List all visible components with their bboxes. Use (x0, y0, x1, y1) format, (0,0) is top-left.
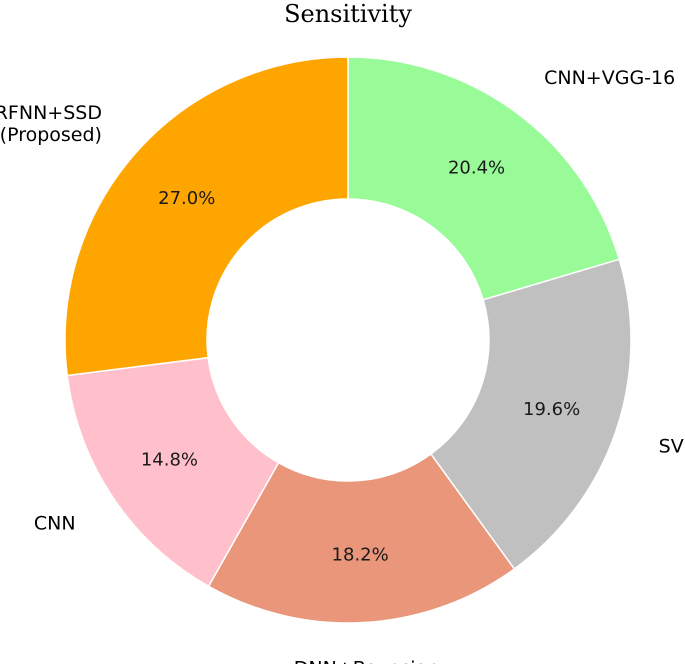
slice-cnn-vgg-16 (347, 56, 621, 301)
slice-dnn-bayesian (207, 453, 516, 624)
pct-label-svm: 19.6% (523, 399, 580, 420)
pct-label-rfnn-ssd-proposed: 27.0% (158, 188, 215, 209)
category-label-dnn-bayesian: DNN+Bayesian (294, 657, 439, 664)
chart-title: Sensitivity (284, 0, 412, 28)
category-label-svm: SVM (659, 435, 685, 457)
pct-label-dnn-bayesian: 18.2% (332, 545, 389, 566)
category-label-cnn-vgg-16: CNN+VGG-16 (544, 67, 675, 89)
slice-cnn (66, 356, 280, 588)
slice-rfnn-ssd-proposed (64, 56, 349, 377)
pct-label-cnn-vgg-16: 20.4% (448, 158, 505, 179)
category-label-cnn: CNN (34, 513, 76, 535)
pct-label-cnn: 14.8% (141, 450, 198, 471)
category-label-rfnn-ssd-proposed: RFNN+SSD (Proposed) (0, 102, 102, 146)
slice-svm (429, 258, 632, 570)
